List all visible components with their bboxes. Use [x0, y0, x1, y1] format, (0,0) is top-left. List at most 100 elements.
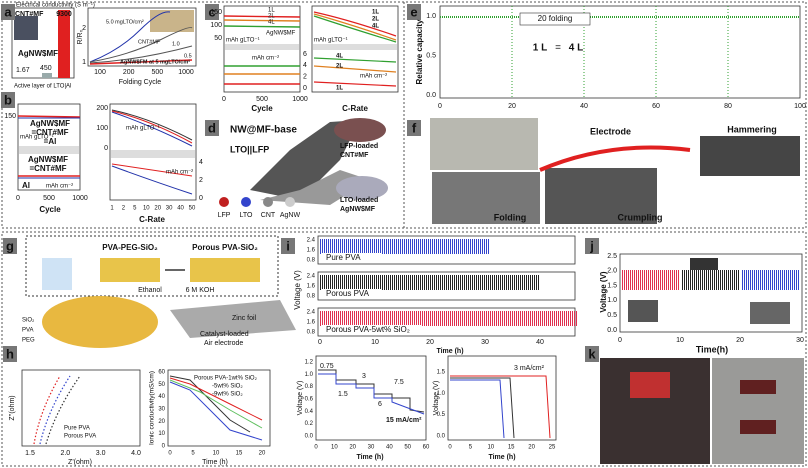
- legend-ball: [241, 197, 251, 207]
- label: Catalyst-loaded: [200, 331, 249, 338]
- label: mAh gLTO⁻¹: [314, 38, 348, 44]
- voltage-trace: [622, 270, 680, 290]
- curve: [89, 11, 171, 63]
- panel-label: j: [589, 238, 594, 253]
- curve: [313, 81, 397, 87]
- label-box: [407, 120, 421, 136]
- y-tick-label: 1.0: [426, 13, 436, 20]
- legend-ball: [219, 197, 229, 207]
- label: 4 L: [569, 43, 583, 54]
- label: -9wt% SiO₂: [212, 392, 243, 398]
- y-tick-label: 100: [210, 22, 222, 29]
- curve: [111, 163, 193, 177]
- label: 2L: [372, 17, 379, 23]
- x-tick-label: 2: [122, 206, 126, 212]
- label: Zinc foil: [232, 315, 257, 322]
- label: =CNT#MF: [31, 128, 68, 137]
- sheet: [260, 170, 370, 205]
- panel-label: b: [4, 92, 12, 107]
- label: Folding Cycle: [119, 79, 162, 86]
- x-tick-label: 0: [438, 103, 442, 110]
- x-tick-label: 1.5: [25, 450, 35, 457]
- label: mAh gLTO⁻¹: [126, 126, 160, 132]
- x-tick-label: 100: [794, 103, 806, 110]
- y-tick-label: 2: [303, 74, 307, 81]
- curve: [111, 111, 193, 147]
- x-tick-label: 50: [189, 206, 196, 212]
- label-box: [1, 4, 15, 20]
- label: mAh cm⁻²: [252, 56, 279, 62]
- label: Cycle: [251, 104, 273, 113]
- y-tick-label: 0.8: [307, 258, 316, 264]
- frame: [439, 5, 801, 99]
- y-tick-label: 0.0: [607, 327, 617, 334]
- label: =CNT#MF: [29, 164, 66, 173]
- x-tick-label: 5: [469, 445, 473, 451]
- y-tick-label: 150: [4, 113, 16, 120]
- label: 2L: [268, 14, 275, 20]
- label: Time(h): [696, 344, 728, 354]
- photo: [150, 10, 194, 32]
- label: Hammering: [727, 124, 777, 134]
- label: AgNW$FM at 5 mgLTO/cm²: [120, 58, 190, 65]
- label: C-Rate: [342, 104, 368, 113]
- curve: [89, 45, 193, 64]
- x-tick-label: 80: [724, 103, 732, 110]
- label: Porous PVA-1wt% SiO₂: [194, 376, 258, 382]
- x-tick-label: 30: [368, 445, 375, 451]
- curve: [223, 19, 301, 22]
- beaker: [42, 258, 72, 290]
- x-tick-label: 20: [508, 103, 516, 110]
- label: 1L: [268, 8, 275, 14]
- y-tick-label: 0: [303, 85, 307, 92]
- photo: [545, 168, 657, 224]
- label: Ethanol: [138, 287, 162, 294]
- x-tick-label: 1000: [72, 195, 88, 202]
- voltage-trace: [320, 311, 577, 326]
- panel-label: i: [286, 238, 290, 253]
- y-tick-label: 0.5: [607, 312, 617, 319]
- y-tick-label: 0.4: [305, 409, 314, 415]
- label: Crumpling: [618, 212, 663, 222]
- x-tick-label: 60: [652, 103, 660, 110]
- curve: [450, 379, 505, 439]
- label: 15 mA/cm²: [386, 417, 422, 424]
- x-tick-label: 500: [43, 195, 55, 202]
- sheet: [250, 120, 360, 200]
- curve: [169, 381, 263, 441]
- voltage-trace: [682, 270, 740, 290]
- label: Cycle: [39, 205, 61, 214]
- photo: [750, 302, 790, 324]
- y-tick-label: 0.8: [307, 330, 316, 336]
- bottom-border: [1, 231, 807, 467]
- x-tick-label: 5: [133, 206, 137, 212]
- y-tick-label: 2.4: [307, 238, 316, 244]
- frame: [619, 253, 803, 333]
- label: LFP-loaded: [340, 143, 378, 150]
- sample-box: [322, 289, 382, 299]
- curve: [89, 27, 193, 63]
- x-tick-label: 0: [314, 445, 318, 451]
- label: mAh cm⁻²: [360, 74, 387, 80]
- label: SiO₂: [22, 318, 35, 324]
- bar: [42, 73, 52, 78]
- label: Porous PVA: [326, 289, 370, 298]
- label: 1.67: [16, 67, 30, 74]
- x-tick-label: 1: [110, 206, 114, 212]
- label: Al: [22, 181, 30, 190]
- x-tick-label: 20: [528, 445, 535, 451]
- y-tick-label: 100: [96, 125, 108, 132]
- panel-label: d: [208, 120, 216, 135]
- frame: [21, 369, 141, 447]
- label: CNT: [261, 212, 276, 219]
- x-tick-label: 20: [154, 206, 161, 212]
- label: mAh cm⁻²: [166, 170, 193, 176]
- frame: [167, 369, 271, 447]
- label: AgNW$MF: [18, 49, 58, 58]
- label: 1.0: [172, 41, 180, 47]
- x-tick-label: 100: [94, 69, 106, 76]
- label: Z''(ohm): [9, 395, 16, 420]
- label: 1.5: [338, 391, 348, 398]
- y-tick-label: 2.4: [307, 310, 316, 316]
- curve: [313, 15, 397, 43]
